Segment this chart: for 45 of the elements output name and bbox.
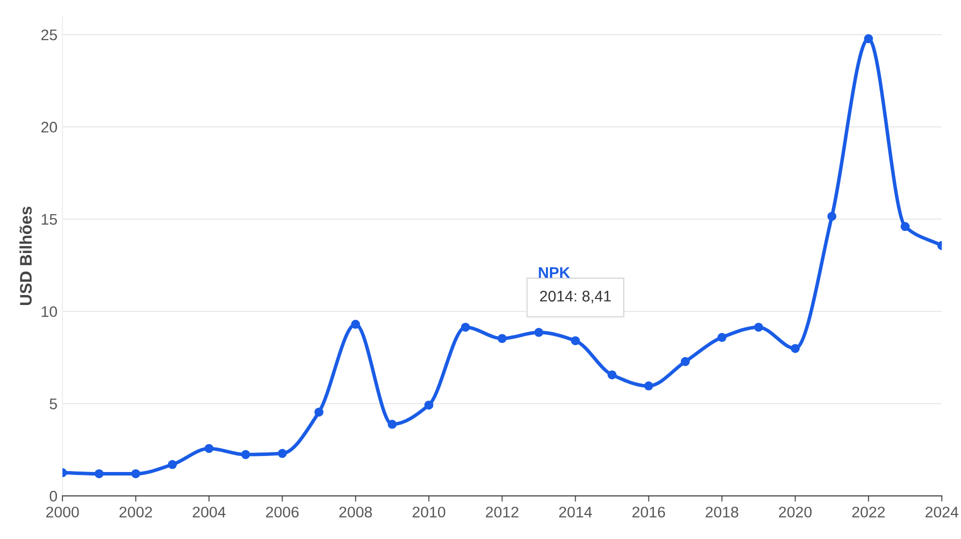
x-tick-label: 2022 [852, 506, 885, 518]
point [204, 444, 214, 453]
x-tick-label: 2020 [779, 506, 812, 518]
x-tick-label: 2018 [706, 506, 738, 518]
point [314, 408, 324, 417]
x-tick-label: 2012 [486, 506, 518, 518]
annotation: 2014: 8,41 [540, 290, 611, 304]
y-tick-label: 15 [42, 214, 57, 225]
point [460, 322, 470, 332]
point [644, 381, 654, 390]
point [241, 450, 250, 460]
point [388, 420, 397, 429]
y-tick-label: 10 [42, 306, 58, 318]
y-tick-label: 25 [41, 29, 57, 40]
point [131, 469, 140, 478]
x-tick-label: 2014 [559, 506, 592, 518]
point [717, 332, 726, 342]
point [351, 320, 360, 329]
y-axis-title: USD Bilhões [20, 206, 32, 306]
point [754, 322, 764, 332]
x-tick-label: 2010 [412, 506, 446, 518]
point [680, 357, 690, 366]
point [570, 336, 580, 346]
x-tick-label: 2000 [46, 506, 79, 518]
x-tick-label: 2002 [120, 506, 152, 518]
point [94, 469, 104, 478]
point [168, 460, 177, 470]
x-tick-label: 2016 [632, 506, 665, 518]
point [900, 222, 910, 232]
point [424, 400, 434, 410]
y-tick-label: 20 [41, 122, 58, 133]
point [864, 34, 874, 44]
text: NPK [538, 267, 570, 278]
point [827, 212, 836, 221]
x-tick-label: 2008 [339, 506, 372, 518]
y-tick-label: 0 [50, 490, 58, 502]
point [790, 344, 800, 353]
point [608, 370, 617, 380]
point [498, 334, 507, 344]
x-tick-label: 2024 [926, 506, 958, 518]
point [278, 448, 287, 458]
x-tick-label: 2004 [192, 506, 226, 518]
point [534, 328, 544, 337]
x-tick-label: 2006 [266, 506, 299, 518]
y-tick-label: 5 [50, 398, 57, 410]
